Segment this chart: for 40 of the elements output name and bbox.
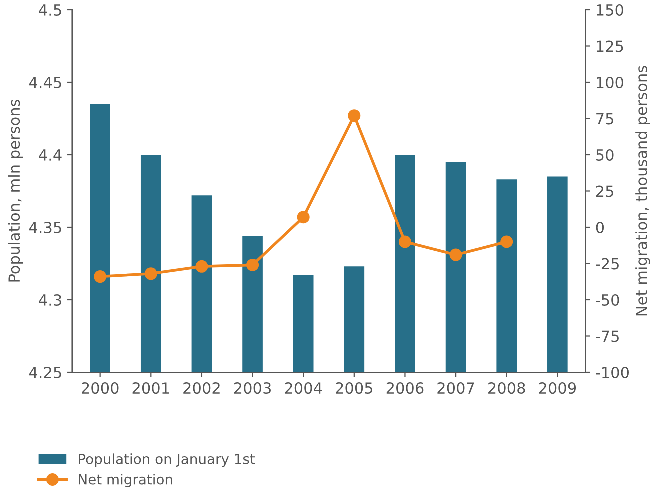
point <box>398 236 412 248</box>
point <box>94 270 107 284</box>
y-tick-label: 4.25 <box>29 366 62 379</box>
x-tick-label: 2009 <box>539 382 576 394</box>
x-tick-label: 2001 <box>132 382 170 394</box>
point <box>450 248 462 262</box>
legend-label: Population on January 1st <box>79 454 256 468</box>
x-tick-label: 2007 <box>438 382 474 394</box>
x-tick-label: 2006 <box>386 382 424 394</box>
x-tick-label: 2004 <box>285 382 322 394</box>
legend-label: Net migration <box>79 474 172 488</box>
point <box>297 211 310 224</box>
y2-tick-label: 25 <box>596 186 614 198</box>
point <box>246 258 260 272</box>
x-tick-label: 2005 <box>336 382 373 394</box>
y-tick-label: 4.35 <box>29 222 62 234</box>
y2-axis-title: Net migration, thousand persons <box>636 66 650 316</box>
point <box>144 268 158 280</box>
x-tick-label: 2008 <box>488 382 526 394</box>
y2-tick-label: -100 <box>596 366 629 379</box>
y2-tick-label: 150 <box>597 4 624 16</box>
y2-tick-label: 75 <box>596 113 614 125</box>
point <box>500 236 514 248</box>
y-tick-label: 4.5 <box>39 4 62 16</box>
y2-tick-label: -25 <box>596 258 619 270</box>
y2-tick-label: 0 <box>596 222 604 234</box>
y-tick-label: 4.3 <box>39 294 62 306</box>
point <box>348 110 361 122</box>
y2-tick-label: -50 <box>596 294 620 306</box>
point <box>196 260 208 273</box>
x-tick-label: 2003 <box>234 382 271 394</box>
x-tick-label: 2000 <box>82 382 119 394</box>
y2-tick-label: 100 <box>597 76 624 89</box>
x-tick-label: 2002 <box>184 382 220 394</box>
y2-tick-label: -75 <box>596 330 619 342</box>
y2-tick-label: 125 <box>597 40 624 52</box>
y2-tick-label: 50 <box>596 149 614 162</box>
y-tick-label: 4.45 <box>29 77 62 89</box>
y-axis-title: Population, mln persons <box>8 100 24 282</box>
y-tick-label: 4.4 <box>39 150 62 161</box>
